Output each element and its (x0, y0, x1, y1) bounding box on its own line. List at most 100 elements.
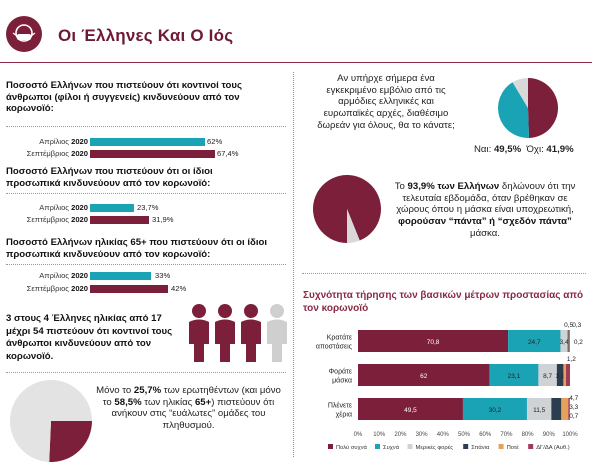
data-label: 70,8 (427, 339, 440, 346)
category-label: Φοράτε (329, 368, 352, 376)
bar-1a-label: Απρίλιος 2020 (39, 137, 88, 146)
data-label: 23,1 (508, 373, 521, 380)
mask-divider (302, 273, 586, 275)
stack-segment (565, 364, 570, 386)
chart-title: Συχνότητα τήρησης των βασικών μέτρων προ… (303, 290, 584, 314)
person-icon-4 (267, 304, 287, 362)
x-tick-label: 70% (500, 432, 513, 438)
mask-text: Το 93,9% των Ελλήνων δηλώνουν ότι την τε… (394, 181, 576, 239)
pie-slice-yes (528, 78, 558, 138)
stack-segment (358, 330, 509, 352)
person-icon-3 (241, 304, 261, 362)
bar-3a (90, 272, 152, 280)
x-tick-label: 0% (354, 432, 363, 438)
stack-segment (358, 398, 463, 420)
legend-label: Πολύ συχνά (336, 444, 368, 451)
x-tick-label: 80% (522, 432, 535, 438)
people-icons (186, 302, 290, 364)
stack-segment (556, 364, 564, 386)
data-label: 3,4 (560, 339, 569, 346)
category-label: Πλένετε (328, 402, 352, 410)
x-tick-label: 30% (416, 432, 429, 438)
x-tick-label: 90% (543, 432, 556, 438)
stack-segment (569, 330, 570, 352)
vulnerable-pie (10, 380, 93, 462)
mask-pie (313, 175, 381, 243)
legend-label: ΔΓ/ΔΑ (Αυθ.) (536, 445, 570, 451)
vaccine-legend: Ναι: 49,5% Όχι: 41,9% (474, 144, 574, 155)
legend-label: Ποτέ (507, 444, 520, 451)
people-text: 3 στους 4 Έλληνες ηλικίας από 17 μέχρι 5… (6, 313, 173, 362)
person-icon-1 (189, 304, 209, 362)
question-2-divider (6, 193, 286, 195)
data-label: 3,3 (569, 404, 578, 411)
category-label: μάσκα (332, 377, 352, 385)
stack-segment (526, 398, 552, 420)
x-tick-label: 100% (562, 432, 578, 438)
legend-swatch (463, 444, 469, 449)
legend-label: Μερικές φορές (416, 444, 454, 451)
stack-segment (462, 398, 527, 420)
data-label: 0,3 (572, 322, 581, 329)
people-figures-icon (189, 304, 287, 362)
bar-3b (90, 285, 168, 293)
bar-2a (90, 204, 134, 212)
bar-1a (90, 138, 205, 146)
vulnerable-text: Μόνο το 25,7% των ερωτηθέντων (και μόνο … (96, 385, 281, 432)
pie-slice-not-vulnerable (10, 380, 93, 462)
category-label: Κρατάτε (327, 334, 352, 342)
stack-segment (561, 398, 569, 420)
column-divider (293, 72, 295, 457)
bar-2b (90, 216, 149, 224)
bar-2a-value: 23,7% (137, 203, 159, 212)
stack-segment (358, 364, 490, 386)
data-label: 62 (420, 373, 428, 380)
data-label: 0,5 (564, 322, 573, 329)
legend-label: Σπάνια (471, 444, 490, 451)
legend-swatch (407, 444, 413, 449)
data-label: 11,5 (533, 407, 546, 414)
category-label: αποστάσεις (316, 343, 353, 351)
pie-slice-mask-other (347, 209, 360, 243)
pie-slice-no (498, 82, 529, 138)
category-label: χέρια (336, 411, 352, 419)
data-label: 30,2 (489, 407, 502, 414)
data-label: 0,2 (574, 339, 583, 346)
bar-1b (90, 150, 215, 158)
stack-segment (568, 330, 570, 352)
data-label: 3,1 (556, 373, 565, 380)
page-title: Οι Έλληνες Και Ο Ιός (58, 26, 234, 45)
stack-segment (568, 398, 570, 420)
legend-swatch (375, 444, 380, 449)
bar-3a-label: Απρίλιος 2020 (39, 271, 88, 280)
question-3: Ποσοστό Ελλήνων ηλικίας 65+ που πιστεύου… (6, 237, 268, 260)
data-label: 24,7 (528, 339, 541, 346)
bar-3b-label: Σεπτέμβριος 2020 (26, 284, 88, 293)
data-label: 49,5 (404, 407, 417, 414)
data-label: 4,7 (569, 395, 578, 402)
question-1: Ποσοστό Ελλήνων που πιστεύουν ότι κοντιν… (6, 80, 242, 115)
stack-segment (538, 364, 557, 386)
pie-slice-other (512, 78, 528, 108)
person-icon-2 (215, 304, 235, 362)
bar-2b-value: 31,9% (152, 215, 174, 224)
bar-1a-value: 62% (207, 137, 223, 146)
stack-segment (551, 398, 562, 420)
stack-segment (489, 364, 539, 386)
stack-segment (560, 330, 568, 352)
stack-segment (567, 330, 569, 352)
data-label: 8,7 (543, 373, 552, 380)
legend-swatch (328, 444, 333, 449)
pie-slice-vulnerable (49, 421, 92, 462)
bar-2b-label: Σεπτέμβριος 2020 (26, 215, 88, 224)
stack-segment (508, 330, 561, 352)
header-divider (0, 62, 592, 63)
vaccine-question: Αν υπήρχε σήμερα ένα εγκεκριμένο εμβόλιο… (317, 73, 455, 131)
people-divider (6, 372, 286, 374)
question-2: Ποσοστό Ελλήνων που πιστεύουν ότι οι ίδι… (6, 166, 213, 189)
x-tick-label: 60% (479, 432, 492, 438)
x-tick-label: 10% (373, 432, 386, 438)
x-tick-label: 40% (437, 432, 450, 438)
data-label: 0,7 (569, 413, 578, 420)
